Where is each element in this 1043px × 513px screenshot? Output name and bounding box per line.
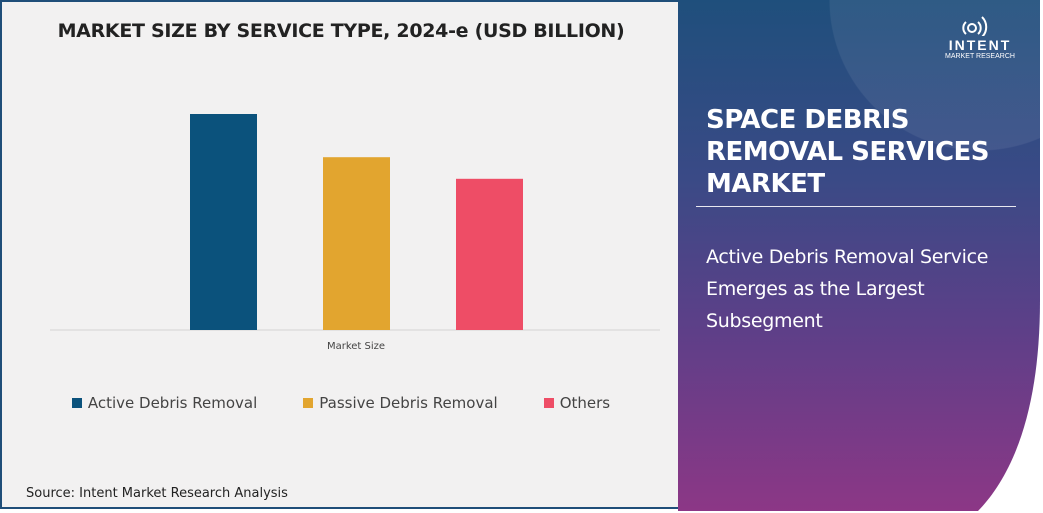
bar-chart: Market Size	[50, 114, 660, 352]
bar-active-debris-removal	[190, 114, 257, 330]
decorative-glow	[740, 0, 1040, 220]
legend: Active Debris Removal Passive Debris Remo…	[2, 394, 680, 412]
legend-item: Passive Debris Removal	[303, 394, 498, 412]
chart-panel: MARKET SIZE BY SERVICE TYPE, 2024-e (USD…	[0, 0, 678, 509]
legend-swatch	[543, 398, 554, 408]
signal-icon	[960, 12, 1000, 36]
report-highlight: Active Debris Removal Service Emerges as…	[706, 246, 989, 332]
logo-subtitle: MARKET RESEARCH	[945, 53, 1015, 60]
divider	[696, 206, 1016, 207]
legend-label: Others	[559, 394, 611, 412]
legend-item: Active Debris Removal	[71, 394, 258, 412]
report-title: SPACE DEBRIS REMOVAL SERVICES MARKET	[706, 105, 990, 199]
legend-label: Active Debris Removal	[87, 394, 258, 412]
bar-group	[190, 114, 523, 330]
chart-title: MARKET SIZE BY SERVICE TYPE, 2024-e (USD…	[57, 20, 625, 42]
legend-label: Passive Debris Removal	[319, 394, 498, 412]
legend-swatch	[71, 398, 82, 408]
x-tick-label: Market Size	[327, 341, 385, 352]
brand-logo: INTENT MARKET RESEARCH	[930, 12, 1030, 60]
logo-name: INTENT	[948, 37, 1012, 53]
legend-item: Others	[543, 394, 611, 412]
bar-passive-debris-removal	[323, 157, 390, 330]
bar-others	[456, 178, 523, 330]
info-panel: INTENT MARKET RESEARCH SPACE DEBRIS REMO…	[678, 0, 1040, 511]
source-note: Source: Intent Market Research Analysis	[26, 486, 288, 501]
legend-swatch	[303, 398, 314, 408]
